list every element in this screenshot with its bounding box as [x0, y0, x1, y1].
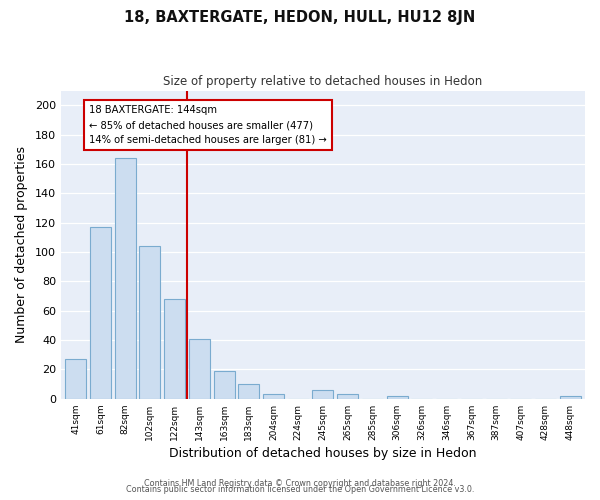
Bar — [337, 394, 358, 399]
Title: Size of property relative to detached houses in Hedon: Size of property relative to detached ho… — [163, 75, 482, 88]
Text: 18, BAXTERGATE, HEDON, HULL, HU12 8JN: 18, BAXTERGATE, HEDON, HULL, HU12 8JN — [124, 10, 476, 25]
Bar — [263, 394, 284, 399]
Bar — [164, 299, 185, 399]
Text: Contains HM Land Registry data © Crown copyright and database right 2024.: Contains HM Land Registry data © Crown c… — [144, 478, 456, 488]
Bar — [313, 390, 334, 399]
Bar — [560, 396, 581, 399]
Text: Contains public sector information licensed under the Open Government Licence v3: Contains public sector information licen… — [126, 485, 474, 494]
Text: 18 BAXTERGATE: 144sqm
← 85% of detached houses are smaller (477)
14% of semi-det: 18 BAXTERGATE: 144sqm ← 85% of detached … — [89, 105, 327, 145]
Bar — [65, 359, 86, 399]
Bar — [386, 396, 407, 399]
Bar — [238, 384, 259, 399]
Y-axis label: Number of detached properties: Number of detached properties — [15, 146, 28, 343]
Bar — [189, 338, 210, 399]
Bar — [214, 371, 235, 399]
Bar — [139, 246, 160, 399]
Bar — [115, 158, 136, 399]
Bar — [90, 227, 111, 399]
X-axis label: Distribution of detached houses by size in Hedon: Distribution of detached houses by size … — [169, 447, 477, 460]
